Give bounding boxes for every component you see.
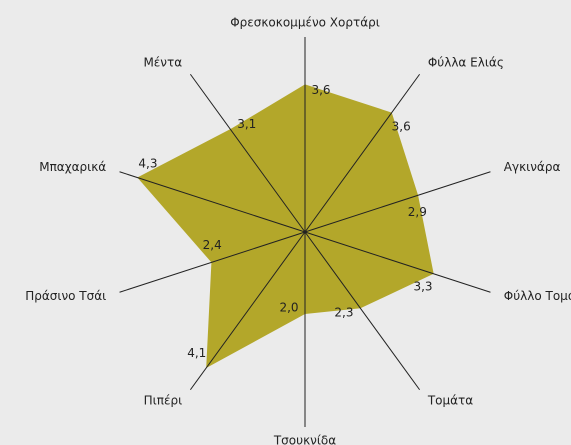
axis-label: Μέντα xyxy=(143,55,182,69)
axis-line xyxy=(304,231,491,293)
axis-label: Φρεσκοκομμένο Χορτάρι xyxy=(230,16,380,30)
axis-label: Πράσινο Τσάι xyxy=(25,289,106,303)
axis-label: Μπαχαρικά xyxy=(39,160,106,174)
value-label: 2,9 xyxy=(408,205,427,219)
value-label: 3,6 xyxy=(311,83,330,97)
value-label: 4,3 xyxy=(138,157,157,171)
axis-line xyxy=(304,231,421,391)
axis-label: Φύλλο Τομάτας xyxy=(504,289,571,303)
axis-line xyxy=(304,171,491,233)
axis-label: Φύλλα Ελιάς xyxy=(428,55,504,69)
value-label: 2,4 xyxy=(203,238,222,252)
value-label: 3,3 xyxy=(413,280,432,294)
value-label: 3,6 xyxy=(392,119,411,133)
value-label: 4,1 xyxy=(187,346,206,360)
axis-line xyxy=(304,73,421,233)
axis-label: Τσουκνίδα xyxy=(273,434,336,445)
axis-label: Τομάτα xyxy=(427,394,473,408)
value-label: 3,1 xyxy=(237,117,256,131)
axis-label: Πιπέρι xyxy=(144,394,182,408)
axis-line xyxy=(189,73,306,233)
value-label: 2,0 xyxy=(279,301,298,315)
axis-line xyxy=(189,231,306,391)
axis-label: Αγκινάρα xyxy=(504,160,561,174)
radar-area xyxy=(137,84,434,368)
axis-line xyxy=(119,231,306,293)
axis-line xyxy=(119,171,306,233)
value-label: 2,3 xyxy=(334,305,353,319)
